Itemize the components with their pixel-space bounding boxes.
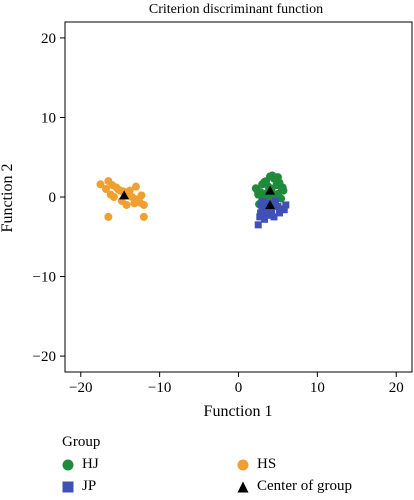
point-hs bbox=[137, 191, 146, 200]
x-tick-label: −10 bbox=[148, 380, 171, 396]
legend: Group HJ JP HS Center of group bbox=[62, 434, 402, 500]
point-hs bbox=[96, 180, 105, 189]
legend-marker-center-of-group bbox=[237, 481, 249, 492]
point-jp bbox=[254, 221, 262, 229]
point-hs bbox=[102, 185, 111, 194]
point-hs bbox=[125, 186, 134, 195]
point-center-of-group bbox=[265, 185, 276, 195]
point-hs bbox=[139, 200, 148, 209]
y-tick-label: −20 bbox=[33, 349, 56, 365]
y-axis-label: Function 2 bbox=[0, 164, 16, 233]
x-tick-label: 10 bbox=[310, 380, 325, 396]
point-jp bbox=[261, 215, 269, 223]
legend-marker-jp bbox=[62, 481, 74, 492]
legend-label-hs: HS bbox=[257, 456, 277, 472]
x-axis: −20 −10 0 10 20 bbox=[69, 372, 404, 396]
legend-item-center-of-group: Center of group bbox=[237, 478, 352, 495]
point-hj bbox=[277, 194, 286, 203]
point-hs bbox=[122, 200, 131, 209]
point-jp bbox=[282, 201, 290, 209]
point-hj bbox=[268, 171, 277, 180]
point-jp bbox=[272, 197, 280, 205]
y-axis: −20 −10 0 10 20 bbox=[33, 31, 65, 365]
point-hj bbox=[253, 186, 262, 195]
point-hs bbox=[139, 212, 148, 221]
point-jp bbox=[274, 203, 282, 211]
point-jp bbox=[256, 213, 264, 221]
legend-marker-hs bbox=[237, 459, 249, 470]
point-hj bbox=[278, 183, 287, 192]
legend-title: Group bbox=[62, 434, 101, 450]
point-jp bbox=[267, 211, 275, 219]
point-hs bbox=[131, 182, 140, 191]
point-center-of-group bbox=[265, 199, 276, 209]
point-hj bbox=[260, 177, 269, 186]
y-tick-label: 0 bbox=[49, 190, 57, 206]
legend-marker-hj bbox=[62, 459, 74, 470]
point-jp bbox=[269, 201, 277, 209]
legend-item-hs: HS bbox=[237, 456, 276, 473]
legend-label-hj: HJ bbox=[82, 456, 99, 472]
point-jp bbox=[262, 209, 270, 217]
point-center-of-group bbox=[119, 190, 130, 200]
point-jp bbox=[280, 206, 288, 214]
chart-title: Criterion discriminant function bbox=[149, 2, 323, 17]
point-jp bbox=[259, 198, 267, 206]
legend-item-jp: JP bbox=[62, 478, 96, 495]
legend-item-hj: HJ bbox=[62, 456, 99, 473]
legend-label-jp: JP bbox=[82, 478, 97, 494]
point-jp bbox=[257, 209, 265, 217]
scatter-chart: Criterion discriminant function −20 −10 0 1… bbox=[0, 2, 413, 420]
x-tick-label: 20 bbox=[389, 380, 404, 396]
point-hs bbox=[104, 212, 113, 221]
point-jp bbox=[268, 207, 276, 215]
data-points bbox=[96, 171, 290, 229]
point-hs bbox=[130, 199, 139, 208]
x-tick-label: −20 bbox=[69, 380, 92, 396]
x-axis-label: Function 1 bbox=[204, 403, 273, 420]
legend-label-center-of-group: Center of group bbox=[257, 478, 352, 494]
x-tick-label: 0 bbox=[235, 380, 243, 396]
y-tick-label: −10 bbox=[33, 270, 56, 286]
y-tick-label: 10 bbox=[41, 110, 56, 126]
point-jp bbox=[276, 209, 284, 217]
point-hs bbox=[106, 190, 115, 199]
point-jp bbox=[261, 202, 269, 210]
y-tick-label: 20 bbox=[41, 31, 56, 47]
